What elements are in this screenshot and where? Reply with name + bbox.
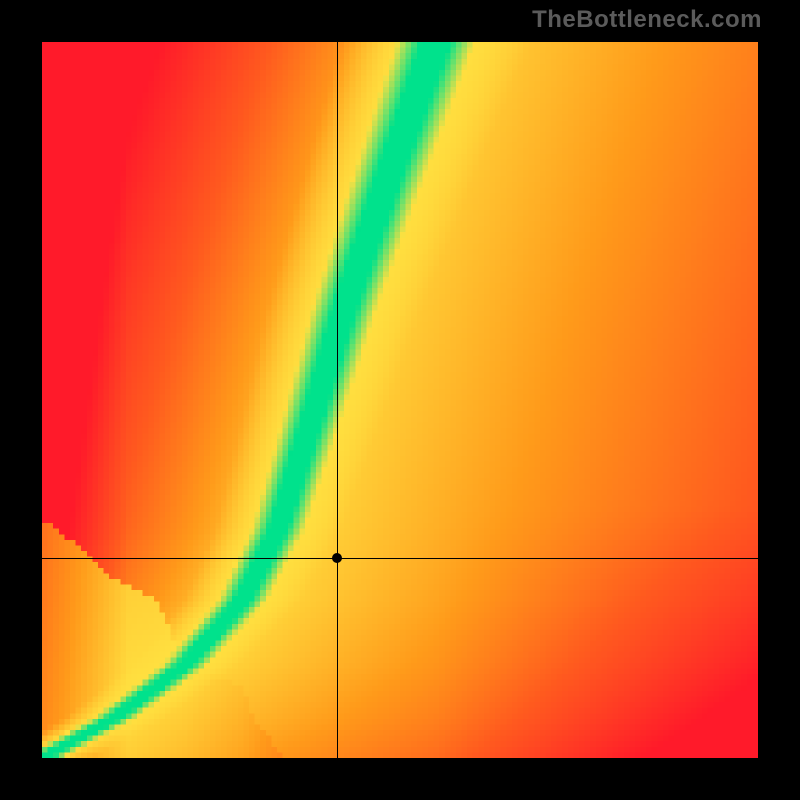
crosshair-vertical [337,42,338,758]
bottleneck-heatmap [42,42,758,758]
chart-container: TheBottleneck.com [0,0,800,800]
crosshair-horizontal [42,558,758,559]
watermark-text: TheBottleneck.com [532,6,762,34]
crosshair-marker-dot [332,553,342,563]
